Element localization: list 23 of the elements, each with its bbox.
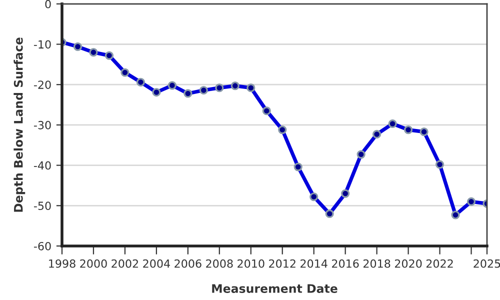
x-axis-title: Measurement Date [212, 284, 338, 293]
x-tick-label: 2000 [80, 259, 107, 268]
x-tick-label: 2008 [206, 259, 233, 268]
x-tick-label: 2018 [363, 259, 390, 268]
x-tick-label: 2016 [332, 259, 359, 268]
x-tick-label: 2002 [112, 259, 138, 268]
y-tick-label: -40 [34, 161, 51, 170]
x-tick-label: 2022 [426, 259, 453, 268]
x-tick-label: 2014 [300, 259, 328, 268]
y-axis-title: Depth Below Land Surface [14, 38, 26, 212]
x-tick-label: 1998 [49, 259, 76, 268]
y-tick-label: -50 [34, 202, 51, 210]
y-tick-label: -10 [34, 40, 51, 49]
y-tick-label: -60 [34, 242, 51, 250]
x-tick-label: 2004 [143, 259, 170, 268]
x-tick-label: 2020 [394, 259, 422, 268]
y-tick-label: -30 [34, 120, 51, 130]
x-tick-label: 2006 [174, 259, 202, 268]
x-tick-label: 2025 [474, 259, 500, 268]
y-tick-label: 0 [45, 0, 51, 8]
x-tick-label: 2012 [269, 259, 296, 268]
x-tick-label: 2010 [238, 259, 264, 268]
y-tick-label: -20 [34, 80, 51, 89]
